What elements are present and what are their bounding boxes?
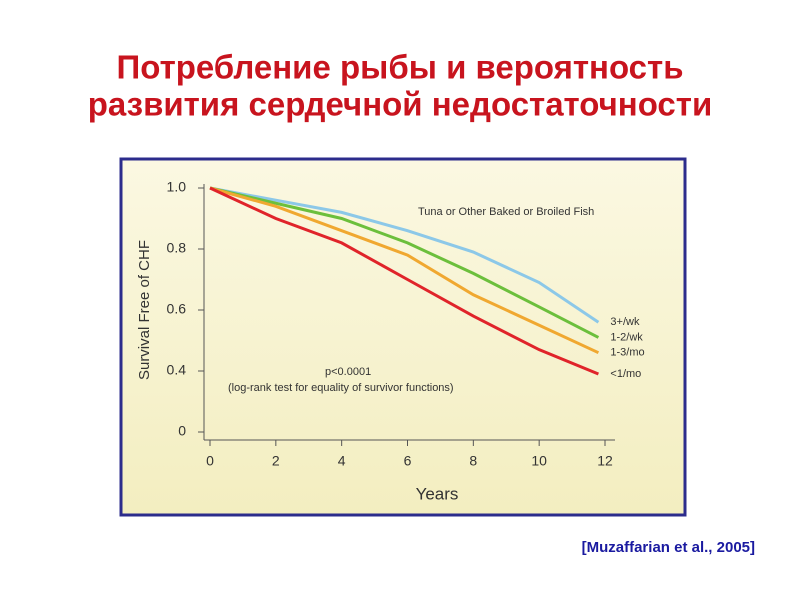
annotation: Tuna or Other Baked or Broiled Fish — [418, 206, 594, 218]
legend-label: 1-2/wk — [610, 331, 643, 343]
stat-text: (log-rank test for equality of survivor … — [228, 382, 454, 394]
series-line — [209, 186, 600, 324]
y-tick-label: 0.4 — [167, 362, 187, 378]
x-axis-label: Years — [416, 484, 459, 503]
x-tick-label: 6 — [404, 453, 412, 469]
chart-panel — [119, 157, 687, 517]
title-line: Потребление рыбы и вероятность — [117, 49, 684, 86]
y-tick-label: 0.6 — [167, 301, 187, 317]
legend-label: 3+/wk — [610, 316, 640, 328]
series-line — [209, 186, 600, 355]
y-tick-label: 0.8 — [167, 240, 187, 256]
title-line: развития сердечной недостаточности — [88, 86, 713, 123]
y-tick-label: 0 — [178, 423, 186, 439]
citation: [Muzaffarian et al., 2005] — [582, 539, 755, 556]
x-tick-label: 0 — [206, 453, 214, 469]
y-axis-label: Survival Free of CHF — [136, 240, 153, 380]
legend-label: <1/mo — [610, 368, 641, 380]
stat-text: p<0.0001 — [325, 366, 371, 378]
legend-label: 1-3/mo — [610, 347, 644, 359]
x-tick-label: 10 — [531, 453, 547, 469]
x-tick-label: 12 — [597, 453, 613, 469]
x-tick-label: 8 — [469, 453, 477, 469]
x-tick-label: 4 — [338, 453, 346, 469]
y-tick-label: 1.0 — [167, 179, 187, 195]
series-line — [209, 186, 600, 339]
x-tick-label: 2 — [272, 453, 280, 469]
series-line — [209, 186, 599, 376]
